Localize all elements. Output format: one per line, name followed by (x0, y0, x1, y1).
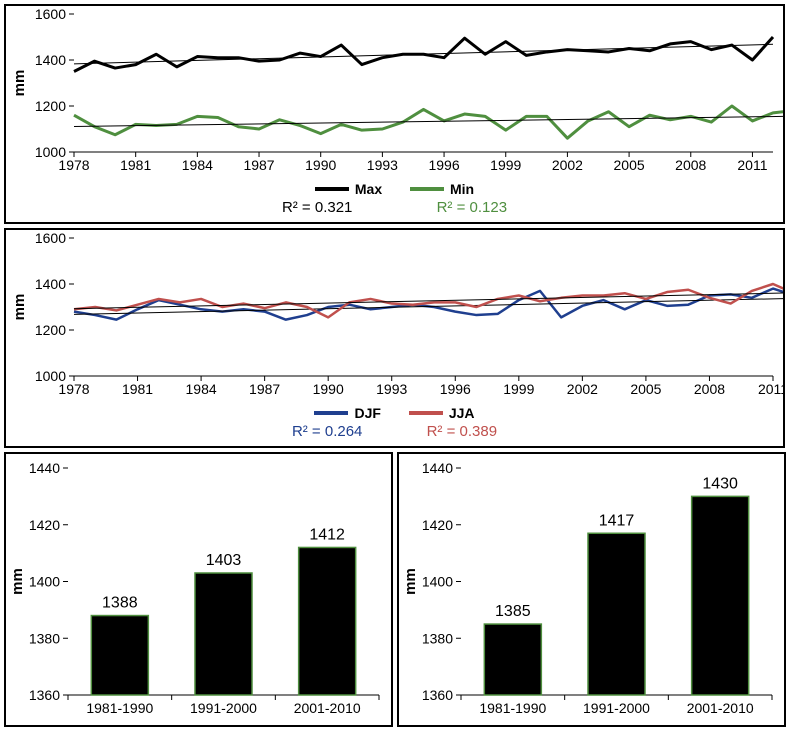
svg-text:2002: 2002 (567, 381, 598, 397)
svg-text:1417: 1417 (599, 512, 635, 529)
legend-label-djf: DJF (354, 405, 380, 421)
svg-text:mm: mm (11, 70, 28, 97)
bar-charts-row: 1360 1380 1400 1420 1440 mm 1388 1981-1990 1403 1… (4, 452, 785, 727)
r2-djf: R² = 0.264 (292, 423, 362, 440)
svg-text:1993: 1993 (367, 157, 398, 173)
chart1-r2-row: R² = 0.321 R² = 0.123 (6, 199, 783, 216)
legend-swatch-max (315, 187, 349, 191)
chart-max-min-panel: 1000120014001600197819811984198719901993… (4, 4, 785, 224)
svg-text:1430: 1430 (702, 475, 738, 492)
chart-djf-jja: 1000120014001600197819811984198719901993… (6, 230, 783, 400)
svg-text:1400: 1400 (422, 574, 453, 590)
legend-djf: DJF (314, 405, 380, 421)
svg-text:1400: 1400 (29, 574, 60, 590)
svg-text:1403: 1403 (206, 552, 242, 569)
svg-text:1200: 1200 (35, 98, 66, 114)
legend-label-jja: JJA (449, 405, 475, 421)
svg-text:1996: 1996 (440, 381, 471, 397)
svg-text:1600: 1600 (35, 6, 66, 22)
bar-chart-left-panel: 1360 1380 1400 1420 1440 mm 1388 1981-1990 1403 1… (4, 452, 393, 727)
svg-text:1987: 1987 (243, 157, 274, 173)
svg-text:2005: 2005 (614, 157, 645, 173)
svg-text:1984: 1984 (186, 381, 217, 397)
svg-text:1990: 1990 (305, 157, 336, 173)
chart2-legend: DJF JJA (6, 402, 783, 421)
svg-text:1999: 1999 (490, 157, 521, 173)
svg-text:1981: 1981 (122, 381, 153, 397)
svg-text:2011: 2011 (758, 381, 783, 397)
legend-swatch-djf (314, 411, 348, 415)
svg-text:1999: 1999 (503, 381, 534, 397)
legend-label-min: Min (450, 181, 474, 197)
svg-text:1380: 1380 (29, 630, 60, 646)
svg-text:1400: 1400 (35, 276, 66, 292)
svg-text:1412: 1412 (309, 526, 345, 543)
svg-text:2001-2010: 2001-2010 (687, 700, 754, 716)
svg-text:1991-2000: 1991-2000 (190, 700, 257, 716)
svg-text:1440: 1440 (29, 460, 60, 476)
svg-text:mm: mm (11, 294, 28, 321)
legend-min: Min (410, 181, 474, 197)
r2-jja: R² = 0.389 (427, 423, 497, 440)
legend-jja: JJA (409, 405, 475, 421)
chart-djf-jja-panel: 1000120014001600197819811984198719901993… (4, 228, 785, 448)
svg-text:1400: 1400 (35, 52, 66, 68)
legend-swatch-min (410, 187, 444, 191)
svg-text:1600: 1600 (35, 230, 66, 246)
legend-label-max: Max (355, 181, 382, 197)
bar-chart-left: 1360 1380 1400 1420 1440 mm 1388 1981-1990 1403 1… (6, 454, 391, 725)
svg-text:1991-2000: 1991-2000 (583, 700, 650, 716)
r2-min: R² = 0.123 (437, 199, 507, 216)
svg-text:1990: 1990 (313, 381, 344, 397)
svg-text:1440: 1440 (422, 460, 453, 476)
svg-text:mm: mm (9, 568, 26, 595)
bar-chart-right: 1360 1380 1400 1420 1440 mm 1385 1981-1990 1417 1… (399, 454, 784, 725)
svg-text:1360: 1360 (29, 687, 60, 703)
svg-text:2001-2010: 2001-2010 (294, 700, 361, 716)
svg-text:1984: 1984 (182, 157, 213, 173)
svg-text:1360: 1360 (422, 687, 453, 703)
bar-chart-right-panel: 1360 1380 1400 1420 1440 mm 1385 1981-1990 1417 1… (397, 452, 786, 727)
svg-text:mm: mm (402, 568, 419, 595)
svg-text:1981-1990: 1981-1990 (479, 700, 546, 716)
svg-text:1200: 1200 (35, 322, 66, 338)
chart-max-min: 1000120014001600197819811984198719901993… (6, 6, 783, 176)
legend-swatch-jja (409, 411, 443, 415)
svg-text:2002: 2002 (552, 157, 583, 173)
svg-text:2008: 2008 (694, 381, 725, 397)
svg-text:2008: 2008 (675, 157, 706, 173)
svg-text:2011: 2011 (737, 157, 767, 173)
svg-text:1385: 1385 (495, 603, 531, 620)
svg-text:2005: 2005 (630, 381, 661, 397)
svg-text:1380: 1380 (422, 630, 453, 646)
svg-text:1981-1990: 1981-1990 (86, 700, 153, 716)
svg-text:1978: 1978 (58, 157, 89, 173)
svg-text:1996: 1996 (428, 157, 459, 173)
chart1-legend: Max Min (6, 178, 783, 197)
svg-text:1987: 1987 (249, 381, 280, 397)
chart2-r2-row: R² = 0.264 R² = 0.389 (6, 423, 783, 440)
svg-text:1420: 1420 (422, 517, 453, 533)
svg-text:1420: 1420 (29, 517, 60, 533)
r2-max: R² = 0.321 (282, 199, 352, 216)
svg-text:1388: 1388 (102, 595, 138, 612)
svg-text:1981: 1981 (120, 157, 151, 173)
legend-max: Max (315, 181, 382, 197)
svg-text:1978: 1978 (58, 381, 89, 397)
svg-text:1993: 1993 (376, 381, 407, 397)
